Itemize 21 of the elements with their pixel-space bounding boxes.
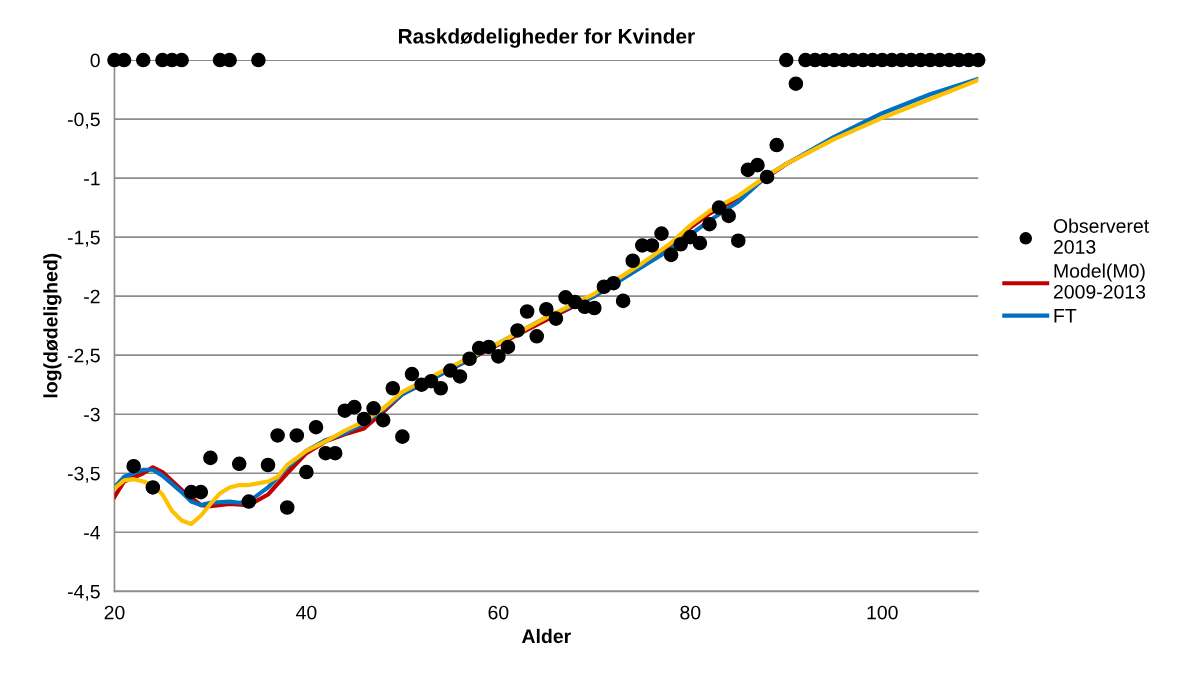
legend-label: Model(M0) 2009-2013	[1053, 263, 1146, 299]
y-tick-label: -3,5	[67, 466, 100, 483]
legend-label: Observeret 2013	[1053, 218, 1149, 254]
x-axis-title: Alder	[521, 628, 571, 644]
y-axis-title: log(dødelighed)	[43, 253, 62, 398]
y-tick-label: -3	[84, 407, 100, 422]
y-tick-label: -1,5	[67, 230, 100, 247]
chart-title: Raskdødeligheder for Kvinder	[398, 28, 695, 48]
y-tick-label: -4	[84, 525, 100, 540]
x-tick-label: 100	[867, 605, 898, 620]
y-tick-label: -2	[84, 289, 100, 304]
x-tick-label: 20	[104, 605, 125, 620]
x-tick-label: 80	[680, 605, 701, 620]
y-tick-label: -2,5	[67, 348, 100, 365]
legend-label: FT	[1054, 309, 1077, 323]
y-tick-label: -1	[84, 171, 100, 186]
x-tick-label: 40	[296, 605, 317, 620]
y-tick-label: 0	[90, 53, 100, 68]
y-tick-label: -0,5	[67, 112, 100, 129]
x-tick-label: 60	[488, 605, 509, 620]
y-tick-label: -4,5	[67, 584, 100, 601]
